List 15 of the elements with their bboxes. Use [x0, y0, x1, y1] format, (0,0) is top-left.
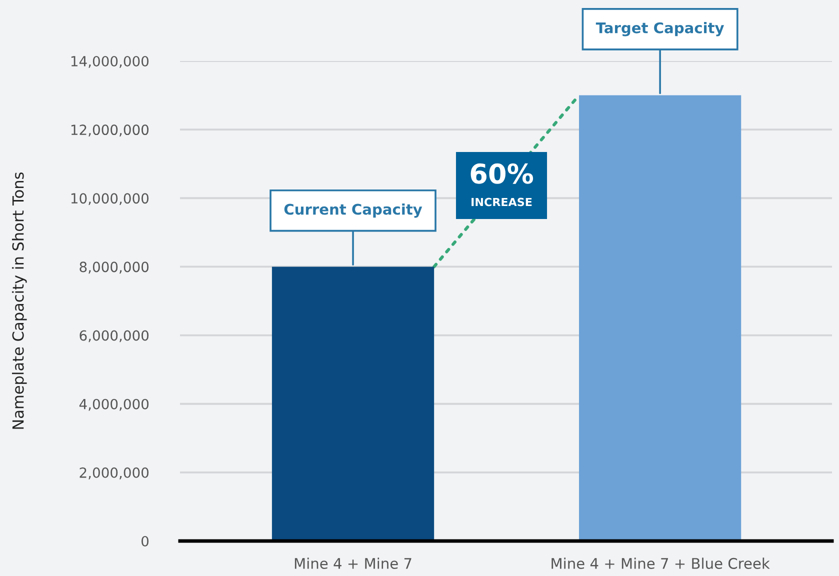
x-tick-label: Mine 4 + Mine 7 + Blue Creek [552, 558, 770, 569]
y-axis-title: Nameplate Capacity in Short Tons [12, 172, 27, 429]
annotation: Target Capacity [596, 22, 724, 36]
annotation: INCREASE [472, 198, 532, 206]
y-tick-label: 10,000,000 [71, 193, 149, 206]
x-tick-label: Mine 4 + Mine 7 [294, 558, 412, 569]
y-tick-label: 4,000,000 [79, 398, 149, 411]
y-tick-label: 8,000,000 [80, 262, 149, 274]
y-tick-label: 0 [142, 536, 149, 546]
y-tick-label: 2,000,000 [80, 467, 149, 480]
annotation: 60% [470, 163, 534, 184]
y-tick-label: 14,000,000 [71, 56, 149, 68]
annotation: Current Capacity [284, 203, 422, 218]
y-tick-label: 12,000,000 [71, 124, 149, 136]
y-tick-label: 6,000,000 [80, 330, 149, 342]
